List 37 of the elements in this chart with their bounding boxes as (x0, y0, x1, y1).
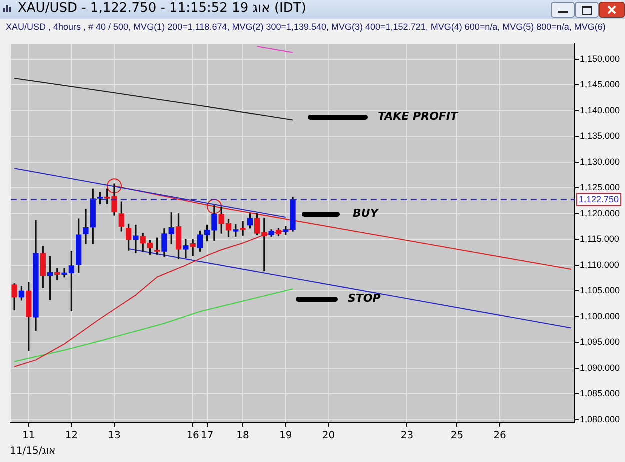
y-tick-label: 1,110.000 (580, 260, 620, 270)
x-tick-label: 17 (200, 430, 214, 442)
x-tick-label: 13 (108, 430, 121, 442)
y-tick-label: 1,125.000 (580, 182, 620, 193)
annotation: TAKE PROFIT (378, 110, 458, 123)
candlestick (240, 221, 246, 236)
annotation: STOP (348, 292, 381, 305)
y-tick-label: 1,115.000 (580, 234, 620, 244)
annotation: BUY (353, 207, 378, 220)
chart-subtitle: XAU/USD , 4hours , # 40 / 500, MVG(1) 200=1,118.674, MVG(2) 300=1,139.540, MVG(3) 400=1,152.721, MVG(4) 600=n/a, MVG(5) 800=n/a, MVG(6) (6, 22, 606, 32)
chart-title: XAU/USD - 1,122.750 - 11:15:52 19 אוג (IDT) (18, 1, 306, 16)
y-tick-label: 1,085.000 (580, 388, 620, 399)
candlestick (133, 224, 139, 254)
ref-line-label: 1,122.750 (579, 194, 620, 204)
x-tick-label: 23 (400, 430, 414, 442)
y-tick-label: 1,120.000 (580, 208, 620, 218)
candlestick (83, 208, 89, 244)
y-tick-label: 1,080.000 (580, 414, 620, 424)
x-tick-label: 19 (279, 430, 292, 442)
x-tick-label: 18 (236, 430, 250, 442)
x-tick-label: 26 (494, 430, 506, 442)
x-tick-label: 25 (450, 430, 464, 442)
candlestick (190, 239, 196, 256)
y-tick-label: 1,105.000 (580, 286, 620, 296)
y-tick-label: 1,145.000 (580, 80, 620, 90)
y-tick-label: 1,100.000 (580, 311, 620, 322)
y-tick-label: 1,090.000 (580, 362, 620, 373)
y-tick-label: 1,140.000 (580, 105, 620, 116)
y-tick-label: 1,135.000 (580, 131, 620, 142)
x-tick-label: 11 (22, 430, 36, 442)
y-tick-label: 1,095.000 (580, 337, 620, 348)
x-tick-label: 12 (65, 430, 78, 442)
x-tick-label: 20 (322, 430, 336, 442)
y-tick-label: 1,150.000 (580, 54, 620, 64)
x-tick-label: 16 (186, 430, 200, 442)
text: 11/15/אוג (10, 446, 56, 457)
y-tick-label: 1,130.000 (580, 156, 620, 167)
